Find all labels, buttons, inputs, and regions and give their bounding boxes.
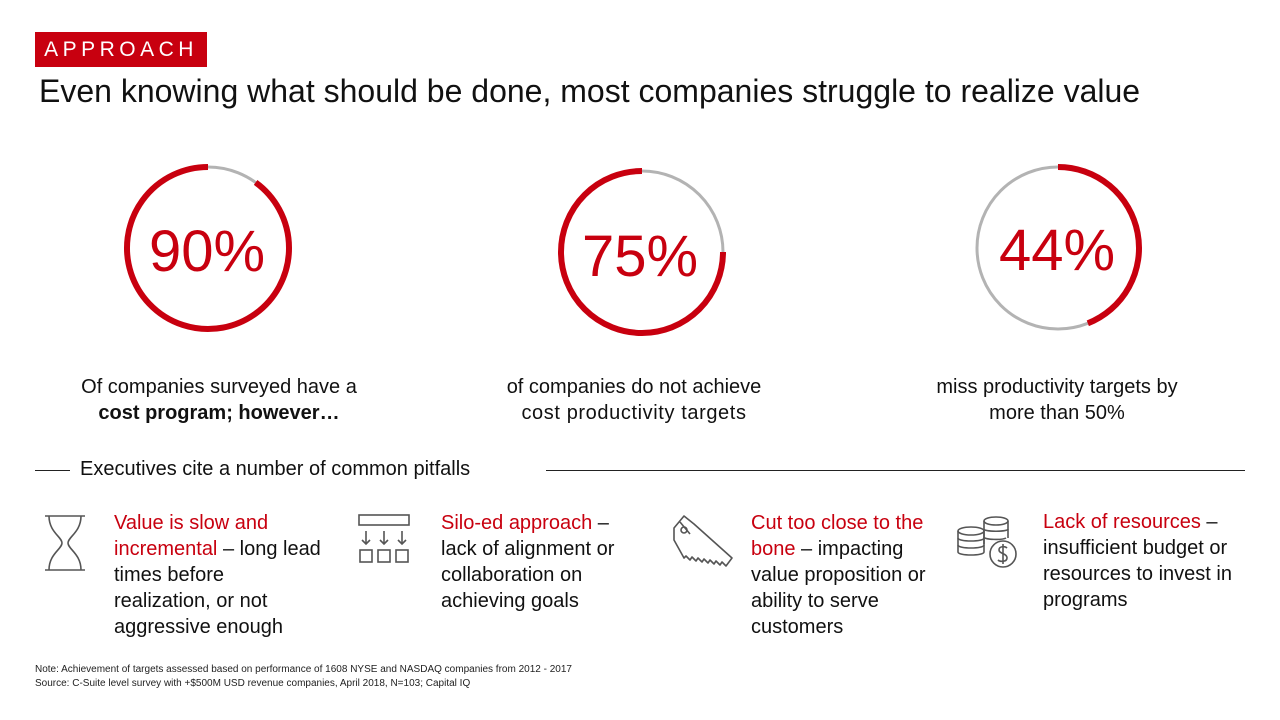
donut-arc xyxy=(558,168,726,336)
silo-flow-icon xyxy=(358,514,410,563)
donut-90: 90% xyxy=(124,164,292,332)
stat-text: of companies do not achieve xyxy=(506,376,762,398)
stat-description-1: Of companies surveyed have a cost progra… xyxy=(29,374,409,426)
pitfall-resources: Lack of resources – insufficient budget … xyxy=(1043,509,1248,613)
stat-text-line2: more than 50% xyxy=(989,402,1125,424)
stat-text: Of companies surveyed have a xyxy=(81,376,357,398)
pitfall-slow-value: Value is slow and incremental – long lea… xyxy=(114,510,324,640)
pitfalls-heading: Executives cite a number of common pitfa… xyxy=(80,458,471,480)
coins-dollar-icon xyxy=(957,516,1017,568)
pitfall-rest: – lack of alignment or collaboration on … xyxy=(441,512,615,612)
stat-description-2: of companies do not achieve cost product… xyxy=(444,374,824,426)
pitfall-highlight: Silo-ed approach xyxy=(441,512,593,534)
donut-label: 90% xyxy=(149,219,265,284)
saw-icon xyxy=(673,515,733,567)
footnote-note: Note: Achievement of targets assessed ba… xyxy=(35,664,572,675)
donut-75: 75% xyxy=(558,168,726,336)
pitfall-cut-close: Cut too close to the bone – impacting va… xyxy=(751,510,956,640)
donut-label: 44% xyxy=(999,218,1115,283)
donut-label: 75% xyxy=(582,224,698,289)
pitfall-rest: – long lead times before realization, or… xyxy=(114,538,321,638)
divider-right xyxy=(546,470,1245,471)
pitfall-rest: – impacting value proposition or ability… xyxy=(751,538,926,638)
donut-44: 44% xyxy=(975,164,1142,331)
section-tag: APPROACH xyxy=(35,32,207,67)
stat-description-3: miss productivity targets by more than 5… xyxy=(867,374,1247,426)
donut-arc xyxy=(124,164,292,332)
pitfall-highlight: Cut too close to the bone xyxy=(751,512,924,560)
hourglass-icon xyxy=(45,515,85,571)
donut-charts: 90% 75% 44% xyxy=(124,164,1142,336)
page-title: Even knowing what should be done, most c… xyxy=(39,73,1141,109)
pitfall-highlight: Lack of resources xyxy=(1043,511,1201,533)
divider-left xyxy=(35,470,70,471)
pitfall-rest: – insufficient budget or resources to in… xyxy=(1043,511,1232,611)
pitfall-highlight: Value is slow and incremental xyxy=(114,512,269,560)
donut-arc xyxy=(1057,164,1142,327)
pitfall-siloed: Silo-ed approach – lack of alignment or … xyxy=(441,510,646,614)
stat-text: miss productivity targets by xyxy=(936,376,1178,398)
footnote-source: Source: C-Suite level survey with +$500M… xyxy=(35,678,471,689)
stat-text-line2: cost productivity targets xyxy=(521,402,747,424)
stat-bold-text: cost program; however… xyxy=(98,402,340,424)
